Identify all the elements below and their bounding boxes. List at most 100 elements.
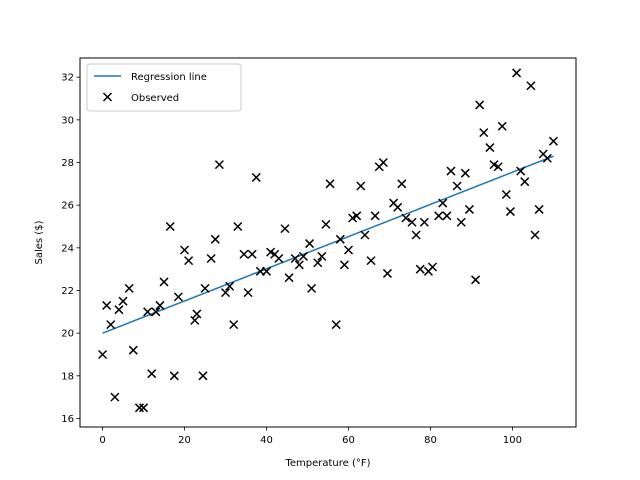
observed-point: [274, 253, 284, 264]
y-tick-label: 24: [61, 243, 74, 254]
observed-point: [313, 258, 323, 268]
observed-point: [173, 292, 183, 302]
x-tick-label: 0: [99, 435, 105, 446]
observed-point: [542, 153, 552, 163]
observed-point: [134, 403, 144, 413]
observed-point: [464, 204, 474, 214]
observed-point: [165, 221, 175, 232]
observed-point: [460, 168, 470, 178]
x-tick-label: 100: [503, 435, 522, 446]
observed-point: [225, 281, 235, 291]
observed-point: [233, 221, 243, 232]
observed-point: [317, 251, 327, 261]
observed-point: [305, 239, 315, 249]
plot-area: [79, 57, 577, 428]
observed-point: [284, 273, 294, 283]
y-tick-label: 26: [61, 201, 74, 212]
axes-frame: [79, 57, 577, 428]
observed-point: [124, 283, 134, 293]
observed-point: [505, 207, 515, 217]
observed-point: [520, 177, 530, 187]
observed-point: [325, 179, 335, 189]
y-tick-label: 16: [61, 414, 74, 425]
observed-point: [307, 283, 317, 293]
observed-point: [280, 224, 290, 234]
legend-marker-swatch: [102, 92, 113, 102]
observed-point: [352, 211, 362, 221]
x-tick-label: 60: [342, 435, 355, 446]
observed-point: [479, 128, 489, 138]
observed-point: [360, 230, 370, 240]
observed-point: [155, 300, 165, 310]
y-tick-label: 32: [61, 73, 74, 84]
observed-point: [401, 213, 411, 223]
observed-point: [456, 217, 466, 227]
observed-point: [169, 371, 179, 381]
observed-point: [548, 136, 558, 146]
observed-point: [434, 211, 444, 221]
observed-point: [98, 349, 108, 360]
y-tick-label: 22: [61, 286, 74, 297]
observed-point: [419, 217, 429, 227]
legend-label-regression: Regression line: [131, 72, 207, 83]
observed-point: [243, 288, 253, 298]
observed-point: [159, 277, 169, 287]
observed-point: [298, 251, 308, 261]
observed-point: [452, 181, 462, 191]
legend-label-observed: Observed: [131, 93, 179, 104]
observed-point: [220, 288, 231, 298]
observed-point: [239, 249, 249, 259]
observed-point: [128, 345, 138, 355]
observed-point: [206, 253, 216, 264]
observed-point: [229, 320, 239, 330]
observed-point: [382, 268, 392, 278]
y-tick-label: 20: [61, 329, 74, 340]
observed-point: [526, 81, 536, 91]
observed-point: [321, 219, 331, 229]
x-axis-label: Temperature (°F): [284, 458, 370, 469]
observed-point: [192, 309, 202, 319]
observed-point: [184, 256, 194, 266]
observed-point: [497, 121, 507, 131]
observed-point: [247, 249, 257, 259]
regression-line: [102, 155, 554, 334]
observed-point: [427, 262, 438, 272]
observed-point: [366, 256, 376, 266]
observed-point: [190, 315, 200, 325]
observed-point: [339, 260, 349, 270]
observed-point: [534, 204, 544, 214]
x-tick-label: 80: [424, 435, 437, 446]
observed-point: [442, 211, 452, 221]
observed-point: [331, 320, 341, 330]
legend-frame: [86, 63, 242, 112]
observed-point: [200, 283, 210, 293]
observed-point: [512, 68, 522, 78]
observed-point: [407, 217, 417, 227]
y-tick-label: 28: [61, 158, 74, 169]
observed-point: [493, 162, 503, 172]
observed-point: [475, 100, 485, 110]
y-tick-label: 30: [61, 115, 74, 126]
observed-point: [530, 230, 540, 240]
observed-point: [516, 166, 526, 176]
y-axis-label: Sales ($): [34, 220, 45, 264]
x-tick-label: 40: [260, 435, 273, 446]
observed-point: [411, 230, 421, 240]
x-axis-ticks: 0 20 40 60 80 100: [99, 427, 522, 446]
observed-point: [370, 211, 380, 221]
observed-point: [378, 157, 388, 168]
observed-point: [198, 371, 208, 381]
observed-point: [290, 253, 300, 264]
observed-point: [393, 202, 403, 212]
observed-point: [114, 305, 124, 315]
observed-point: [397, 179, 407, 189]
observed-point: [110, 392, 120, 402]
observed-point: [143, 307, 153, 317]
x-tick-label: 20: [178, 435, 191, 446]
observed-point: [485, 143, 495, 153]
observed-point: [106, 320, 116, 330]
observed-point: [501, 189, 511, 200]
observed-point: [446, 166, 456, 176]
observed-point: [210, 234, 220, 244]
